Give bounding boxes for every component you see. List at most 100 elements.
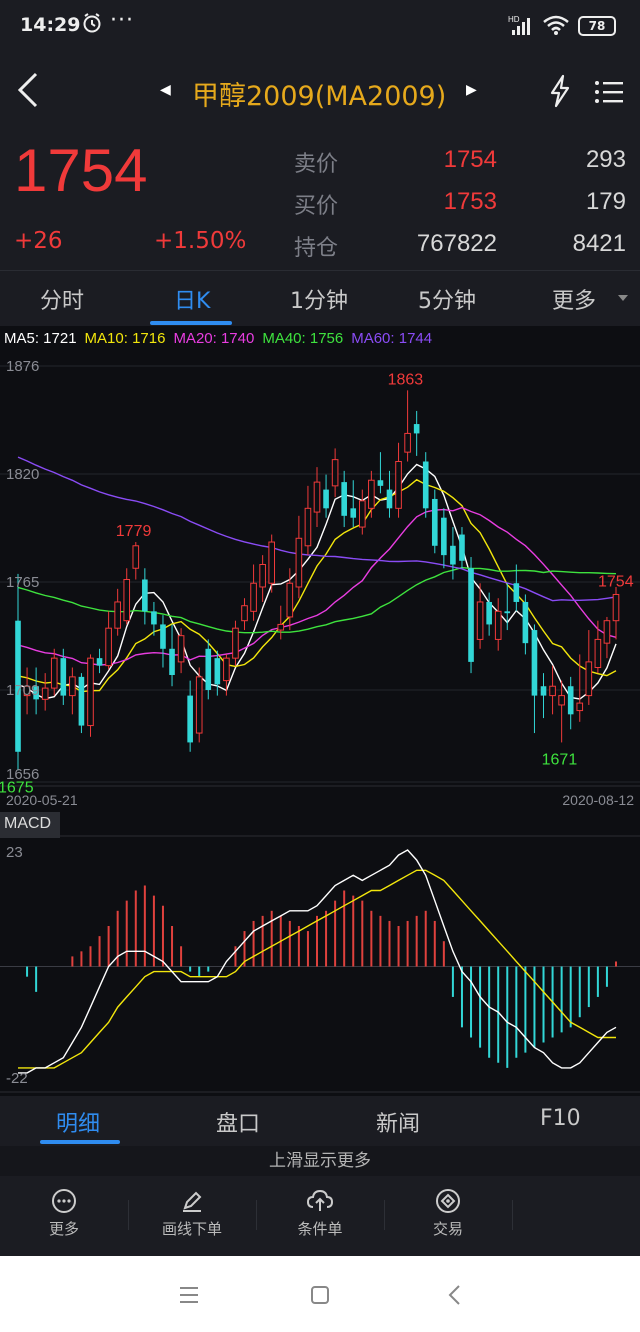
candle-body (151, 611, 157, 625)
bid-price: 1753 (443, 188, 497, 215)
cloud-upload-icon (306, 1189, 334, 1211)
candle-body (459, 534, 465, 561)
y-tick-label: 1876 (6, 358, 40, 375)
conditional-order-label: 条件单 (297, 1220, 343, 1238)
candle-body (567, 686, 574, 715)
candle-body (494, 610, 502, 640)
x-end-date: 2020-08-12 (562, 792, 634, 808)
candle-body (78, 676, 85, 726)
candle-body (41, 687, 49, 700)
candle-body (69, 676, 76, 697)
last-price: 1754 (14, 137, 148, 204)
candle-body (132, 545, 140, 569)
candle-body (187, 695, 193, 743)
tab-news[interactable]: 新闻 (376, 1112, 421, 1137)
tab-5min[interactable]: 5分钟 (418, 289, 476, 314)
bid-volume: 179 (585, 188, 626, 215)
trade-icon (436, 1189, 460, 1213)
candle-body (540, 686, 547, 696)
candle-body (50, 657, 58, 689)
last-price-annotation: 1754 (598, 573, 634, 590)
ma20-line (17, 506, 617, 666)
macd-y-tick-label: -22 (6, 1070, 28, 1087)
battery-indicator: 78 (578, 16, 616, 36)
signal-icon: HD (508, 15, 530, 35)
more-button[interactable]: 更多 (0, 1188, 128, 1239)
y-tick-label: 1656 (6, 766, 40, 783)
conditional-order-button[interactable]: 条件单 (256, 1188, 384, 1239)
toolbar-divider (256, 1200, 257, 1230)
toolbar-divider (512, 1200, 513, 1230)
ask-volume: 293 (585, 146, 626, 173)
candle-body (504, 611, 511, 614)
candle-body (404, 432, 411, 453)
chevron-down-icon (618, 295, 628, 301)
candle-body (486, 601, 492, 625)
y-tick-label: 1709 (6, 682, 40, 699)
ma60-label: MA60: 1744 (351, 330, 433, 347)
back-arrow-icon[interactable] (14, 70, 44, 110)
active-tab-indicator (150, 321, 232, 325)
candle-body (105, 627, 112, 667)
candle-body (177, 635, 185, 663)
slide-up-hint[interactable]: 上滑显示更多 (0, 1146, 640, 1176)
candle-body (160, 624, 166, 649)
candle-body (585, 661, 593, 697)
lightning-icon[interactable] (546, 74, 574, 108)
candle-body (142, 579, 148, 612)
candle-body (323, 489, 329, 509)
next-contract-icon[interactable]: ▶ (466, 82, 477, 98)
candle-body (259, 564, 266, 588)
price-change-percent: +1.50% (154, 228, 247, 254)
candle-body (603, 620, 611, 644)
tab-f10[interactable]: F10 (540, 1106, 581, 1131)
local-high-annotation: 1779 (116, 523, 152, 540)
tab-intraday[interactable]: 分时 (40, 289, 85, 314)
x-start-date: 2020-05-21 (6, 792, 78, 808)
candle-body (87, 657, 94, 727)
candle-body (223, 657, 230, 682)
toolbar-divider (384, 1200, 385, 1230)
macd-y-tick-label: 23 (6, 844, 23, 861)
prev-contract-icon[interactable]: ◀ (160, 82, 171, 98)
recent-apps-icon[interactable] (174, 1280, 204, 1310)
period-tabs: 分时 日K 1分钟 5分钟 更多 (0, 270, 640, 326)
tab-order-book[interactable]: 盘口 (216, 1112, 261, 1137)
draw-line-order-button[interactable]: 画线下单 (128, 1188, 256, 1239)
tab-details[interactable]: 明细 (56, 1112, 101, 1137)
contract-title[interactable]: 甲醇2009(MA2009) (192, 81, 447, 112)
trade-button[interactable]: 交易 (384, 1188, 512, 1239)
candle-body (522, 601, 529, 644)
status-bar: 14:29 ··· HD 78 (0, 0, 640, 52)
bid-label: 买价 (294, 194, 339, 219)
kline-chart[interactable]: 1863 1779 1675 1671 1754 MA5: 1721 MA10: 1716… (0, 326, 640, 1096)
detail-tabs: 明细 盘口 新闻 F10 (0, 1096, 640, 1146)
candle-body (15, 620, 21, 752)
kline-svg: 1863 1779 1675 1671 1754 (0, 365, 640, 1093)
title-bar: ◀ 甲醇2009(MA2009) ▶ (0, 52, 640, 132)
candle-body (331, 459, 339, 487)
tab-daily-k[interactable]: 日K (174, 289, 211, 314)
candle-body (431, 498, 438, 546)
candle-body (205, 648, 212, 690)
candle-body (241, 605, 248, 622)
toolbar-divider (128, 1200, 129, 1230)
candle-body (214, 658, 221, 685)
tab-more[interactable]: 更多 (552, 289, 597, 314)
back-icon[interactable] (440, 1280, 470, 1310)
candle-body (123, 578, 131, 622)
macd-indicator-label[interactable]: MACD (0, 812, 60, 838)
system-nav-bar (0, 1256, 640, 1332)
menu-list-icon[interactable] (594, 78, 624, 106)
draw-line-order-label: 画线下单 (161, 1220, 222, 1238)
svg-text:HD: HD (508, 15, 520, 24)
more-dots-icon (52, 1189, 76, 1213)
home-icon[interactable] (305, 1280, 335, 1310)
bottom-toolbar: 更多 画线下单 条件单 交易 (0, 1176, 640, 1256)
candle-body (313, 481, 321, 513)
ma-legend: MA5: 1721 MA10: 1716 MA20: 1740 MA40: 1756 M… (4, 330, 440, 347)
candle-body (612, 593, 620, 622)
candle-body (268, 541, 276, 584)
tab-1min[interactable]: 1分钟 (290, 289, 348, 314)
candle-body (350, 508, 357, 518)
